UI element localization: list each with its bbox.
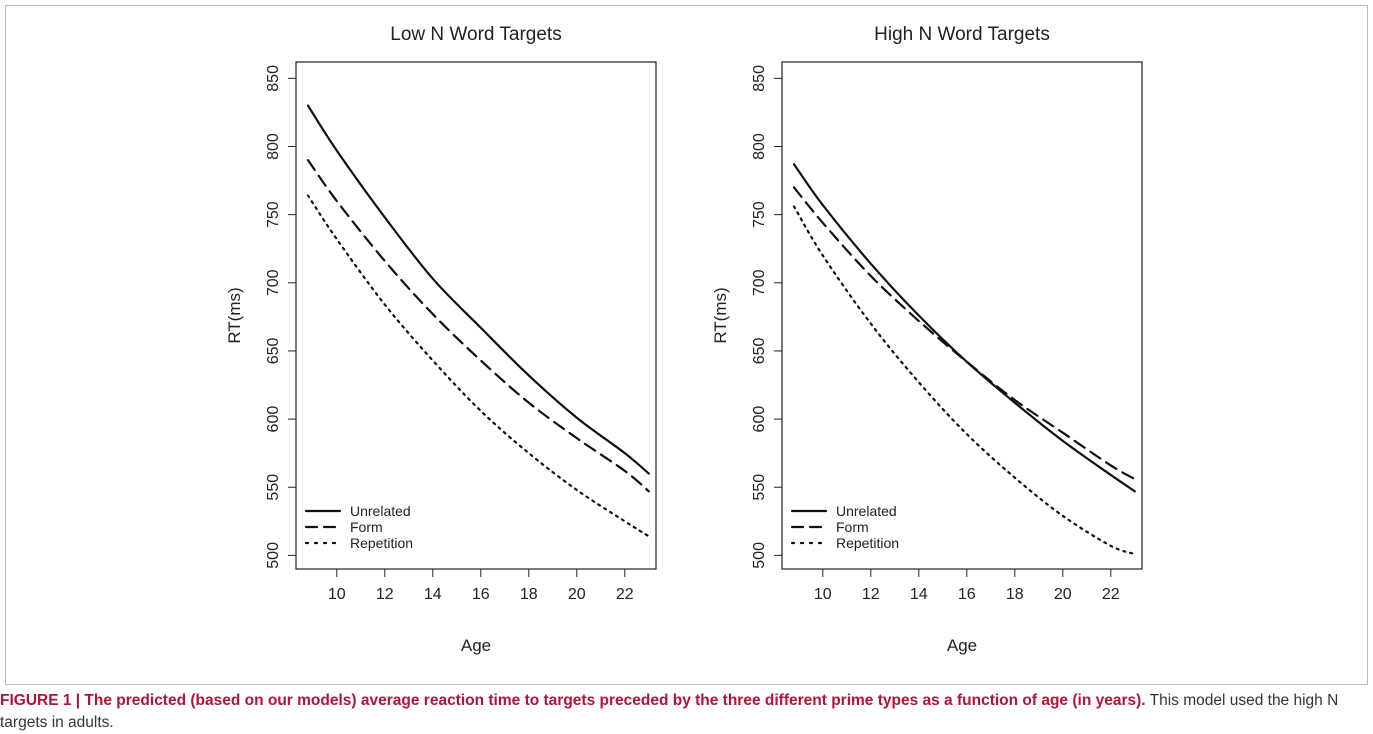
x-tick-label: 10	[814, 586, 832, 603]
x-axis-label: Age	[947, 636, 977, 655]
y-tick-label: 700	[751, 269, 768, 296]
y-tick-label: 800	[265, 133, 282, 160]
y-tick-label: 550	[751, 474, 768, 501]
figure-frame	[5, 5, 1368, 685]
y-tick-label: 850	[265, 65, 282, 92]
y-tick-label: 550	[265, 474, 282, 501]
legend-label: Form	[836, 519, 869, 535]
x-tick-label: 12	[862, 586, 880, 603]
x-tick-label: 14	[910, 586, 928, 603]
caption-rest: This model used the high N targets in ad…	[0, 692, 1339, 731]
series-line-unrelated	[792, 163, 1136, 493]
y-tick-label: 600	[751, 406, 768, 433]
plot-box	[781, 61, 1143, 570]
legend-label: Unrelated	[836, 503, 897, 519]
chart-title: High N Word Targets	[874, 24, 1050, 45]
y-tick-label: 500	[751, 542, 768, 569]
y-tick-label: 750	[751, 201, 768, 228]
series-line-unrelated	[306, 104, 650, 475]
series-line-form	[306, 159, 650, 493]
chart-low-n: Low N Word Targets 10 12 14 16 18 20 22 500 550 60…	[225, 24, 657, 655]
legend-label: Repetition	[350, 535, 413, 551]
series-line-repetition	[306, 194, 650, 538]
x-tick-label: 18	[1006, 586, 1024, 603]
x-tick-label: 16	[958, 586, 976, 603]
x-axis-label: Age	[461, 636, 491, 655]
x-tick-label: 18	[520, 586, 538, 603]
x-tick-label: 14	[424, 586, 442, 603]
series-line-repetition	[792, 205, 1136, 556]
x-tick-label: 12	[376, 586, 394, 603]
y-tick-label: 700	[265, 269, 282, 296]
legend-label: Unrelated	[350, 503, 411, 519]
y-tick-label: 650	[265, 337, 282, 364]
caption-bold: FIGURE 1 | The predicted (based on our m…	[0, 692, 1146, 709]
y-tick-label: 600	[265, 406, 282, 433]
x-tick-label: 16	[472, 586, 490, 603]
x-tick-label: 22	[1102, 586, 1120, 603]
x-tick-label: 10	[328, 586, 346, 603]
chart-panel-high-n: High N Word Targets 10 12 14 16 18 20 22 500 550 6…	[706, 22, 1146, 655]
y-tick-label: 800	[751, 133, 768, 160]
y-tick-label: 500	[265, 542, 282, 569]
x-tick-label: 22	[616, 586, 634, 603]
figure-caption: FIGURE 1 | The predicted (based on our m…	[0, 690, 1373, 734]
chart-high-n: High N Word Targets 10 12 14 16 18 20 22 500 550 6…	[711, 24, 1143, 655]
plot-box	[295, 61, 657, 570]
legend-label: Form	[350, 519, 383, 535]
y-tick-label: 850	[751, 65, 768, 92]
chart-title: Low N Word Targets	[390, 24, 561, 45]
y-tick-label: 650	[751, 337, 768, 364]
y-axis-label: RT(ms)	[225, 287, 244, 343]
x-tick-label: 20	[1054, 586, 1072, 603]
legend-label: Repetition	[836, 535, 899, 551]
x-tick-label: 20	[568, 586, 586, 603]
y-tick-label: 750	[265, 201, 282, 228]
chart-panel-low-n: Low N Word Targets 10 12 14 16 18 20 22 500 550 60…	[220, 22, 660, 655]
series-line-form	[792, 186, 1136, 481]
y-axis-label: RT(ms)	[711, 287, 730, 343]
